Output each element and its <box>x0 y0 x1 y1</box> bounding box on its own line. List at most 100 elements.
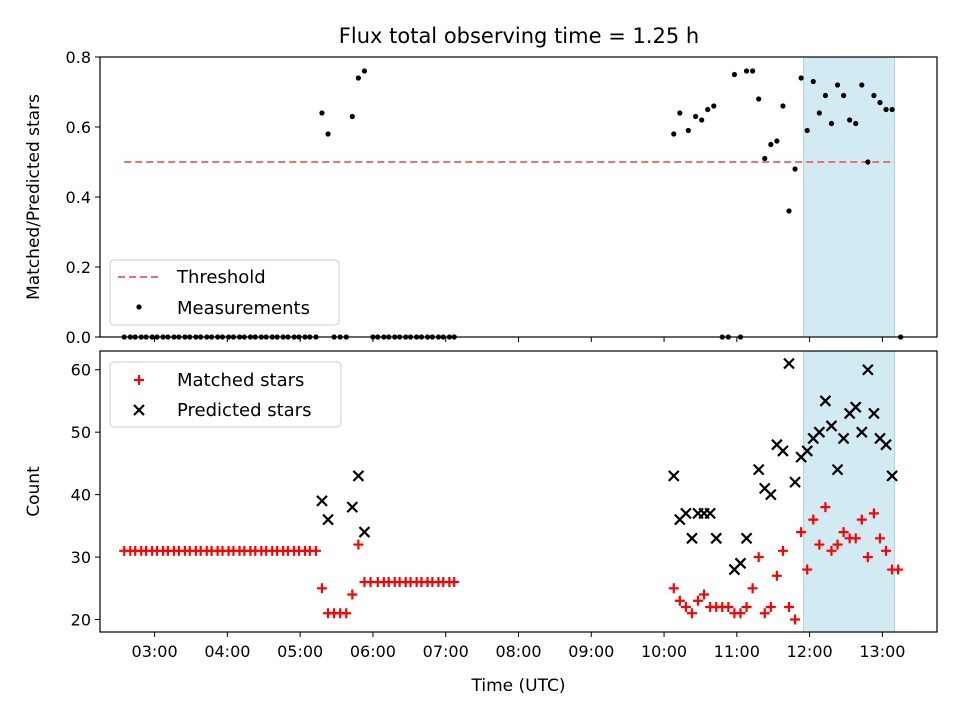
measurement-point <box>840 92 847 99</box>
matched-star-marker <box>777 545 788 556</box>
y-axis-label: Matched/Predicted stars <box>24 94 44 300</box>
legend-predicted-label: Predicted stars <box>177 400 311 421</box>
matched-star-marker <box>893 564 904 575</box>
matched-star-marker <box>881 545 892 556</box>
y-axis-label: Count <box>24 466 44 517</box>
matched-star-marker <box>310 545 321 556</box>
matched-star-marker <box>862 552 873 563</box>
legend: Matched stars Predicted stars <box>109 361 342 428</box>
y-tick-label: 0.0 <box>66 328 91 347</box>
measurement-point <box>871 92 877 99</box>
predicted-star-marker <box>831 463 844 476</box>
predicted-star-marker <box>789 476 801 488</box>
y-tick-label: 0.6 <box>66 118 91 137</box>
y-tick-label: 0.4 <box>66 188 91 207</box>
y-tick-label: 50 <box>71 423 91 442</box>
predicted-star-marker <box>752 463 765 476</box>
predicted-star-marker <box>322 513 334 526</box>
x-tick-label: 04:00 <box>204 642 250 661</box>
matched-star-marker <box>802 564 813 575</box>
measurement-point <box>319 110 325 116</box>
predicted-star-marker <box>868 407 880 420</box>
matched-star-marker <box>723 602 734 613</box>
legend-box <box>109 361 342 428</box>
matched-star-marker <box>850 533 861 544</box>
predicted-star-marker <box>849 401 862 413</box>
matched-star-marker <box>735 608 746 619</box>
legend-matched-label: Matched stars <box>177 370 304 391</box>
measurement-point <box>792 166 798 172</box>
predicted-star-marker <box>856 426 868 438</box>
legend-threshold-label: Threshold <box>176 267 266 288</box>
x-tick-label: 08:00 <box>495 642 541 661</box>
matched-star-marker <box>832 539 843 550</box>
measurement-point <box>671 131 677 137</box>
predicted-star-marker <box>886 470 898 482</box>
matched-star-marker <box>449 577 460 588</box>
matched-star-marker <box>347 589 358 600</box>
measurement-point <box>768 141 774 148</box>
x-tick-label: 06:00 <box>350 642 396 661</box>
matched-star-marker <box>680 602 691 613</box>
predicted-star-marker <box>734 557 747 570</box>
x-tick-label: 03:00 <box>132 642 178 661</box>
predicted-star-marker <box>710 532 723 545</box>
matched-star-marker <box>686 608 697 619</box>
measurement-point <box>798 75 804 81</box>
measurement-point <box>349 113 355 120</box>
matched-star-marker <box>353 539 364 550</box>
counts-panel: 20 30 40 50 60 03:00 04:00 05:00 06:00 07:00 08:00… <box>24 350 938 696</box>
predicted-star-marker <box>880 438 892 451</box>
legend-measurements-label: Measurements <box>177 298 310 319</box>
predicted-star-marker <box>740 532 753 545</box>
predicted-star-marker <box>667 470 680 482</box>
measurement-point <box>361 68 368 74</box>
measurement-point <box>786 208 792 214</box>
predicted-star-marker <box>819 395 832 407</box>
x-tick-label: 05:00 <box>277 642 323 661</box>
x-tick-label: 11:00 <box>714 642 760 661</box>
measurement-point <box>847 117 853 123</box>
matched-star-marker <box>765 602 776 613</box>
matched-star-marker <box>814 539 825 550</box>
matched-star-marker <box>874 533 885 544</box>
predicted-star-marker <box>825 420 838 432</box>
matched-star-marker <box>838 527 849 538</box>
measurement-point <box>693 113 699 120</box>
matched-star-marker <box>341 608 352 619</box>
matched-star-marker <box>868 508 879 519</box>
x-tick-label: 09:00 <box>568 642 614 661</box>
predicted-star-marker <box>777 445 789 457</box>
predicted-star-marker <box>316 495 328 507</box>
matched-star-marker <box>316 583 327 594</box>
measurement-point <box>743 68 750 74</box>
measurement-point <box>822 92 829 99</box>
measurement-point <box>685 127 691 134</box>
matched-star-marker <box>741 602 752 613</box>
measurement-point <box>780 103 786 109</box>
measurement-point <box>828 120 835 127</box>
measurement-point <box>774 138 780 144</box>
measurement-point <box>810 78 816 85</box>
matched-star-marker <box>796 527 807 538</box>
matched-star-marker <box>674 595 685 606</box>
matched-star-marker <box>668 583 679 594</box>
matched-star-marker <box>856 514 867 525</box>
measurement-point <box>853 120 859 127</box>
predicted-star-marker <box>346 501 359 513</box>
matched-star-marker <box>759 608 770 619</box>
x-tick-label: 13:00 <box>859 642 905 661</box>
measurement-point <box>677 110 683 116</box>
observing-window-shade <box>803 350 896 633</box>
predicted-star-marker <box>686 532 698 545</box>
x-tick-label: 07:00 <box>423 642 469 661</box>
measurement-point <box>877 99 883 106</box>
measurement-point <box>355 75 361 81</box>
x-axis-label: Time (UTC) <box>471 676 566 696</box>
y-tick-label: 30 <box>71 548 91 567</box>
y-tick-label: 60 <box>71 361 91 380</box>
measurement-point <box>731 71 738 78</box>
predicted-star-marker <box>704 507 716 520</box>
measurement-point <box>325 131 331 137</box>
matched-star-marker <box>753 552 764 563</box>
